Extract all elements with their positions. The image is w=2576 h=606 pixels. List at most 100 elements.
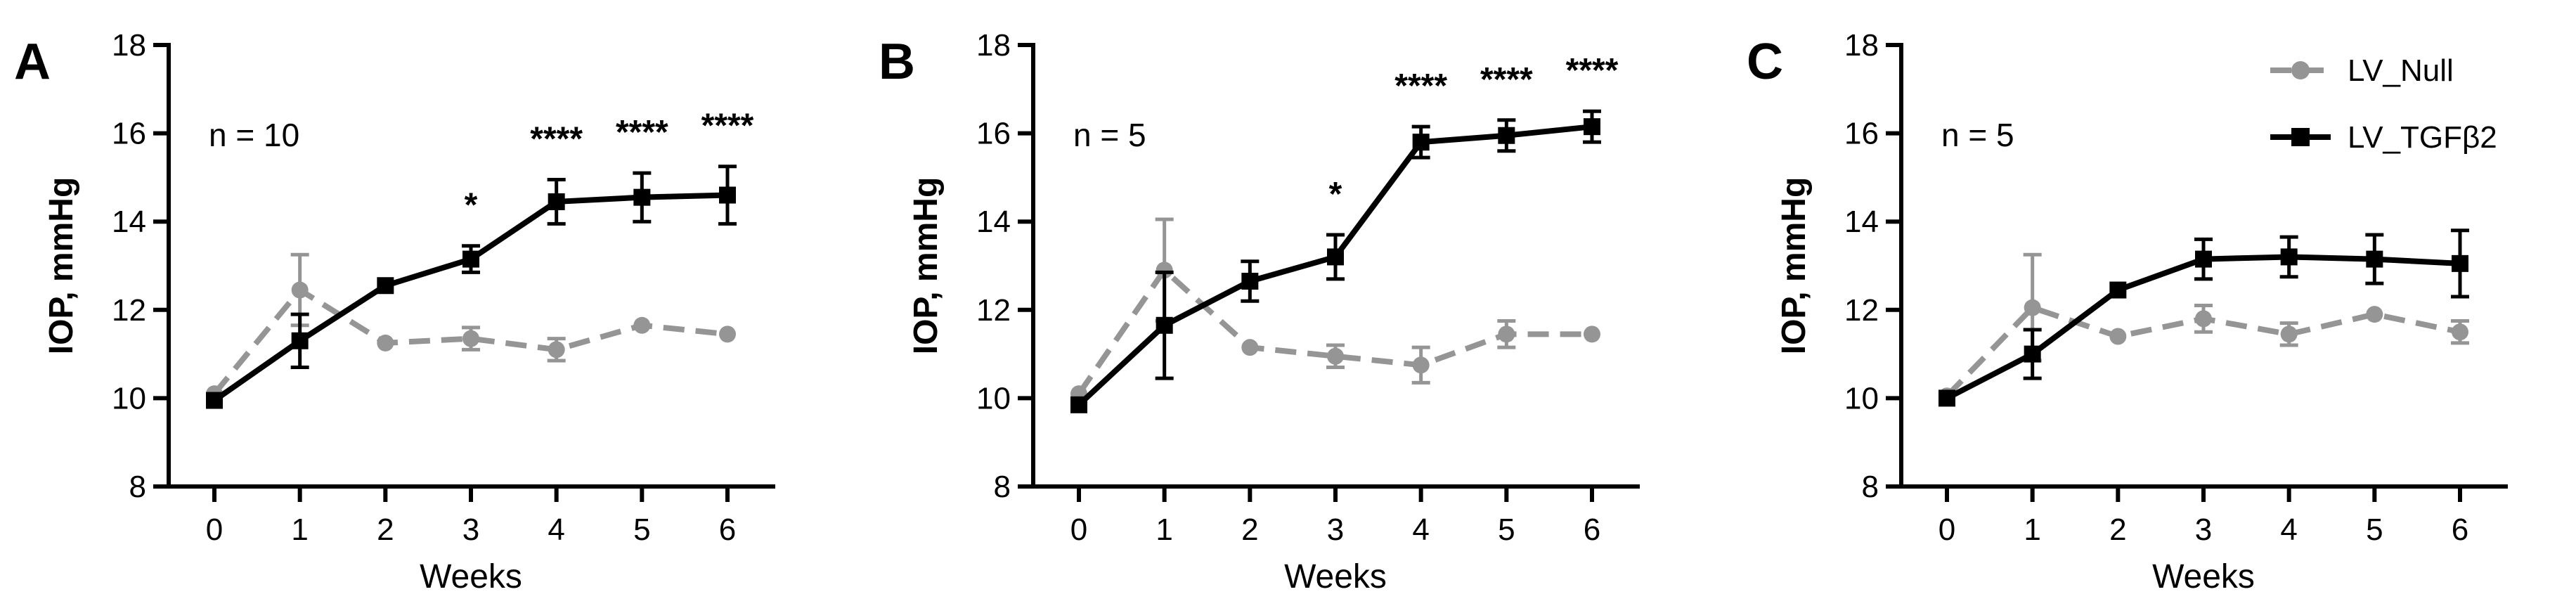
- x-tick-label: 2: [2109, 512, 2126, 547]
- legend-item-lv-tgfb2: LV_TGFβ2: [2270, 120, 2497, 155]
- y-tick-label: 10: [112, 381, 146, 415]
- data-point: [1498, 127, 1515, 144]
- y-tick-label: 8: [129, 470, 146, 504]
- data-point: [2452, 254, 2468, 272]
- x-tick-label: 0: [206, 512, 223, 547]
- data-point: [1584, 325, 1600, 343]
- y-tick-label: 8: [994, 470, 1011, 504]
- y-tick-label: 14: [1844, 205, 1879, 239]
- data-point: [2195, 250, 2212, 268]
- data-point: [2366, 306, 2383, 323]
- data-point: [2366, 250, 2383, 268]
- x-tick-label: 1: [1156, 512, 1172, 547]
- significance-label: ****: [1394, 67, 1447, 105]
- data-point: [719, 325, 736, 343]
- x-tick-label: 3: [2195, 512, 2212, 547]
- x-tick-label: 6: [1584, 512, 1600, 547]
- data-point: [377, 277, 394, 295]
- sample-size-annotation: n = 10: [209, 117, 299, 153]
- x-tick-label: 6: [719, 512, 736, 547]
- y-tick-label: 18: [112, 28, 146, 63]
- x-tick-label: 5: [1498, 512, 1515, 547]
- data-point: [2109, 328, 2127, 345]
- y-tick-label: 14: [976, 205, 1011, 239]
- y-tick-label: 12: [112, 293, 146, 328]
- x-tick-label: 4: [1412, 512, 1429, 547]
- significance-label: ****: [1480, 61, 1533, 98]
- data-point: [1939, 389, 1955, 407]
- y-tick-label: 18: [976, 28, 1011, 63]
- data-point: [1156, 262, 1173, 279]
- significance-label: *: [465, 187, 478, 224]
- data-point: [2280, 248, 2298, 266]
- x-axis-title: Weeks: [1284, 558, 1387, 595]
- data-point: [548, 193, 565, 210]
- data-point: [206, 392, 223, 409]
- data-point: [1241, 272, 1259, 290]
- series-lv-null: [206, 252, 736, 403]
- x-tick-label: 5: [2366, 512, 2383, 547]
- data-point: [1070, 396, 1087, 413]
- data-point: [462, 330, 479, 347]
- data-point: [1412, 356, 1430, 374]
- significance-label: ****: [701, 108, 754, 145]
- data-point: [1327, 248, 1344, 266]
- y-axis-title: IOP, mmHg: [43, 177, 80, 355]
- x-tick-label: 4: [548, 512, 564, 547]
- y-tick-label: 14: [112, 205, 146, 239]
- sample-size-annotation: n = 5: [1073, 117, 1146, 153]
- y-tick-label: 18: [1844, 28, 1879, 63]
- data-point: [548, 341, 565, 359]
- panel-letter: A: [14, 34, 51, 90]
- x-tick-label: 0: [1939, 512, 1955, 547]
- x-tick-label: 3: [1327, 512, 1344, 547]
- y-tick-label: 8: [1862, 470, 1879, 504]
- y-tick-label: 16: [112, 117, 146, 151]
- y-tick-label: 12: [1844, 293, 1879, 328]
- series-lv-tgfb2: [206, 165, 737, 409]
- data-point: [462, 250, 479, 268]
- panel-letter: B: [879, 34, 915, 90]
- panel-letter: C: [1747, 34, 1783, 90]
- data-point: [2024, 345, 2041, 363]
- significance-label: ****: [530, 121, 583, 158]
- data-point: [291, 281, 309, 299]
- data-point: [377, 334, 394, 352]
- significance-label: *: [1329, 176, 1342, 213]
- data-point: [2280, 325, 2298, 343]
- legend-label: LV_TGFβ2: [2348, 120, 2497, 155]
- y-axis-title: IOP, mmHg: [907, 177, 945, 355]
- x-tick-label: 6: [2452, 512, 2468, 547]
- sample-size-annotation: n = 5: [1941, 117, 2014, 153]
- data-point: [1584, 118, 1600, 136]
- y-tick-label: 12: [976, 293, 1011, 328]
- x-tick-label: 1: [291, 512, 308, 547]
- y-tick-label: 10: [976, 381, 1011, 415]
- significance-label: ****: [616, 114, 668, 151]
- y-tick-label: 16: [1844, 117, 1879, 151]
- series-lv-null: [1939, 252, 2469, 405]
- x-tick-label: 1: [2024, 512, 2040, 547]
- legend-marker: [2291, 128, 2310, 146]
- legend: LV_Null LV_TGFβ2: [2270, 53, 2497, 155]
- data-point: [2109, 281, 2127, 299]
- series-lv-tgfb2: [1939, 228, 2469, 407]
- data-point: [2024, 299, 2041, 316]
- data-point: [1156, 316, 1173, 334]
- significance-label: ****: [1566, 52, 1619, 89]
- data-point: [1498, 325, 1515, 343]
- series-line: [212, 192, 728, 403]
- data-point: [633, 316, 651, 334]
- x-axis-title: Weeks: [2152, 558, 2255, 595]
- x-axis-title: Weeks: [420, 558, 522, 595]
- data-point: [1412, 134, 1430, 151]
- legend-item-lv-null: LV_Null: [2270, 53, 2454, 88]
- data-point: [291, 332, 309, 349]
- y-axis-title: IOP, mmHg: [1775, 177, 1813, 355]
- x-tick-label: 5: [633, 512, 650, 547]
- legend-label: LV_Null: [2348, 53, 2454, 88]
- data-point: [719, 186, 736, 204]
